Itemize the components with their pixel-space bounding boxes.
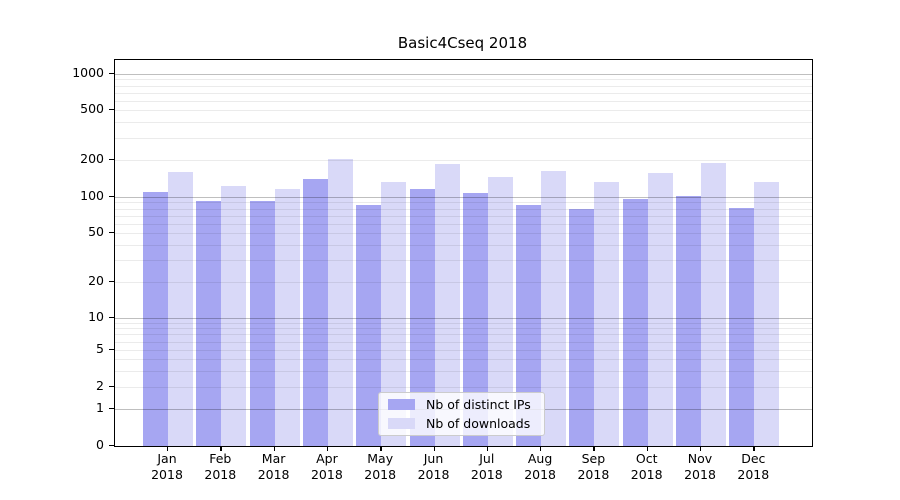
- gridline-400: [115, 122, 812, 124]
- gridline-500: [115, 110, 812, 111]
- gridline-600: [115, 100, 812, 102]
- y-tick-mark-500: [109, 109, 114, 111]
- x-tick-mark-feb: [220, 446, 222, 451]
- bar-mar-nb-of-distinct-ips: [249, 201, 275, 446]
- x-tick-label-may: May 2018: [364, 451, 397, 482]
- legend-swatch-distinct-ips: [388, 399, 415, 410]
- y-tick-label-0: 0: [96, 437, 104, 452]
- x-tick-mark-jan: [167, 446, 169, 451]
- y-tick-label-100: 100: [80, 188, 104, 203]
- y-tick-mark-50: [109, 232, 114, 234]
- legend-entry-downloads: Nb of downloads: [388, 417, 535, 430]
- x-tick-label-jun: Jun 2018: [417, 451, 450, 482]
- legend-swatch-downloads: [388, 418, 415, 429]
- y-tick-label-2: 2: [96, 378, 104, 393]
- bar-dec-nb-of-distinct-ips: [729, 207, 755, 446]
- bar-apr-nb-of-distinct-ips: [302, 179, 328, 446]
- bar-feb-nb-of-distinct-ips: [196, 201, 222, 446]
- bar-aug-nb-of-downloads: [541, 170, 567, 446]
- bar-oct-nb-of-distinct-ips: [622, 199, 648, 446]
- x-tick-label-apr: Apr 2018: [310, 451, 343, 482]
- y-tick-label-10: 10: [88, 309, 104, 324]
- legend: Nb of distinct IPs Nb of downloads: [378, 392, 545, 436]
- y-tick-mark-20: [109, 281, 114, 283]
- bar-dec-nb-of-downloads: [754, 182, 780, 446]
- y-tick-label-50: 50: [88, 224, 104, 239]
- x-tick-mark-nov: [700, 446, 702, 451]
- y-tick-label-500: 500: [80, 101, 104, 116]
- x-tick-mark-oct: [646, 446, 649, 451]
- bar-jan-nb-of-distinct-ips: [143, 191, 168, 446]
- bar-sep-nb-of-distinct-ips: [569, 208, 595, 446]
- x-tick-label-feb: Feb 2018: [204, 451, 237, 482]
- x-tick-label-oct: Oct 2018: [630, 451, 663, 482]
- gridline-800: [115, 85, 812, 87]
- y-tick-label-20: 20: [88, 273, 104, 288]
- bar-feb-nb-of-downloads: [221, 186, 247, 446]
- bar-mar-nb-of-downloads: [274, 189, 300, 446]
- gridline-900: [115, 79, 812, 81]
- x-tick-label-aug: Aug 2018: [524, 451, 556, 482]
- y-tick-label-5: 5: [96, 341, 104, 356]
- x-tick-mark-jul: [486, 446, 489, 451]
- y-tick-mark-200: [109, 159, 114, 161]
- bar-may-nb-of-distinct-ips: [356, 204, 382, 446]
- chart-title: Basic4Cseq 2018: [397, 34, 528, 52]
- legend-label-downloads: Nb of downloads: [426, 416, 531, 431]
- y-tick-mark-2: [109, 386, 114, 388]
- plot-area: [114, 59, 813, 447]
- x-tick-mark-jun: [433, 446, 435, 451]
- x-tick-mark-mar: [273, 446, 275, 451]
- x-tick-label-nov: Nov 2018: [684, 451, 716, 482]
- gridline-300: [115, 137, 812, 139]
- y-tick-label-1000: 1000: [72, 65, 104, 80]
- y-tick-mark-1000: [109, 73, 114, 75]
- y-tick-mark-100: [109, 196, 114, 198]
- y-tick-mark-0: [109, 445, 114, 447]
- bar-nov-nb-of-distinct-ips: [676, 195, 701, 446]
- legend-label-distinct-ips: Nb of distinct IPs: [426, 397, 531, 412]
- x-tick-mark-may: [380, 446, 382, 451]
- gridline-1000: [115, 74, 812, 75]
- y-tick-mark-10: [109, 317, 114, 319]
- y-tick-label-1: 1: [96, 400, 104, 415]
- gridline-200: [115, 160, 812, 161]
- x-tick-mark-dec: [753, 446, 755, 451]
- x-tick-label-mar: Mar 2018: [257, 451, 290, 482]
- bar-apr-nb-of-downloads: [327, 158, 353, 446]
- bar-jan-nb-of-downloads: [168, 171, 193, 446]
- x-tick-label-dec: Dec 2018: [737, 451, 770, 482]
- x-tick-label-jan: Jan 2018: [151, 451, 183, 482]
- y-tick-label-200: 200: [80, 151, 104, 166]
- x-tick-mark-sep: [593, 446, 595, 451]
- x-tick-mark-aug: [540, 446, 542, 451]
- legend-entry-distinct-ips: Nb of distinct IPs: [388, 398, 535, 411]
- x-tick-label-jul: Jul 2018: [470, 451, 503, 482]
- y-tick-mark-1: [109, 408, 114, 410]
- gridline-700: [115, 92, 812, 94]
- x-tick-mark-apr: [326, 446, 329, 451]
- bar-nov-nb-of-downloads: [701, 163, 726, 446]
- bar-oct-nb-of-downloads: [647, 172, 673, 446]
- bar-sep-nb-of-downloads: [594, 182, 620, 446]
- y-tick-mark-5: [109, 349, 114, 351]
- x-tick-label-sep: Sep 2018: [577, 451, 610, 482]
